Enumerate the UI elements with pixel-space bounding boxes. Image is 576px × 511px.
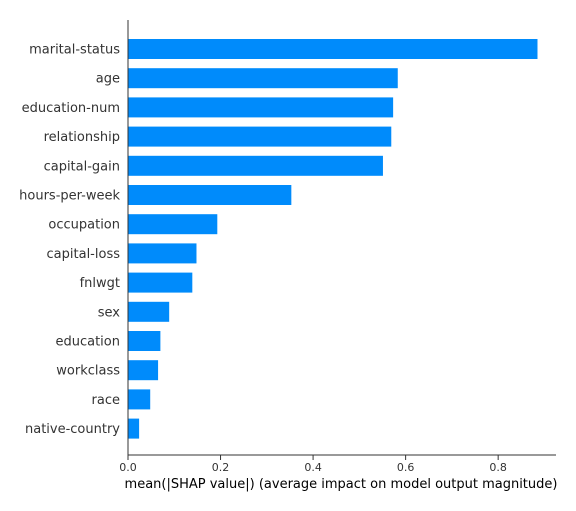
bar-capital-gain [128,155,383,176]
category-label-race: race [92,393,120,408]
bar-relationship [128,126,392,147]
x-tick-label: 0.2 [212,461,230,474]
category-label-age: age [96,72,120,87]
bar-education-num [128,97,394,118]
bar-sex [128,301,170,322]
category-label-relationship: relationship [44,130,120,145]
category-label-fnlwgt: fnlwgt [80,276,120,291]
x-axis-title: mean(|SHAP value|) (average impact on mo… [125,477,558,492]
category-label-capital-gain: capital-gain [44,159,120,174]
category-label-capital-loss: capital-loss [47,247,121,262]
bar-race [128,389,151,410]
category-label-hours-per-week: hours-per-week [19,189,120,204]
x-tick-label: 0.8 [489,461,507,474]
category-label-occupation: occupation [48,218,120,233]
bar-age [128,68,398,89]
category-label-education: education [55,335,120,350]
bar-capital-loss [128,243,197,264]
bar-workclass [128,360,159,381]
x-tick-label: 0.6 [397,461,415,474]
bar-occupation [128,214,218,235]
bars-group [128,39,538,439]
category-label-workclass: workclass [56,364,120,379]
bar-fnlwgt [128,272,193,293]
x-tick-label: 0.4 [304,461,322,474]
category-label-native-country: native-country [25,422,120,437]
x-tick-label: 0.0 [119,461,137,474]
category-label-sex: sex [98,305,121,320]
category-label-education-num: education-num [22,101,120,116]
bar-native-country [128,418,140,439]
x-ticks: 0.0 0.2 0.4 0.6 0.8 [119,455,507,474]
category-labels: marital-status age education-num relationsh… [19,43,120,438]
bar-marital-status [128,39,538,59]
bar-hours-per-week [128,185,292,205]
category-label-marital-status: marital-status [29,43,120,58]
bar-education [128,331,161,351]
